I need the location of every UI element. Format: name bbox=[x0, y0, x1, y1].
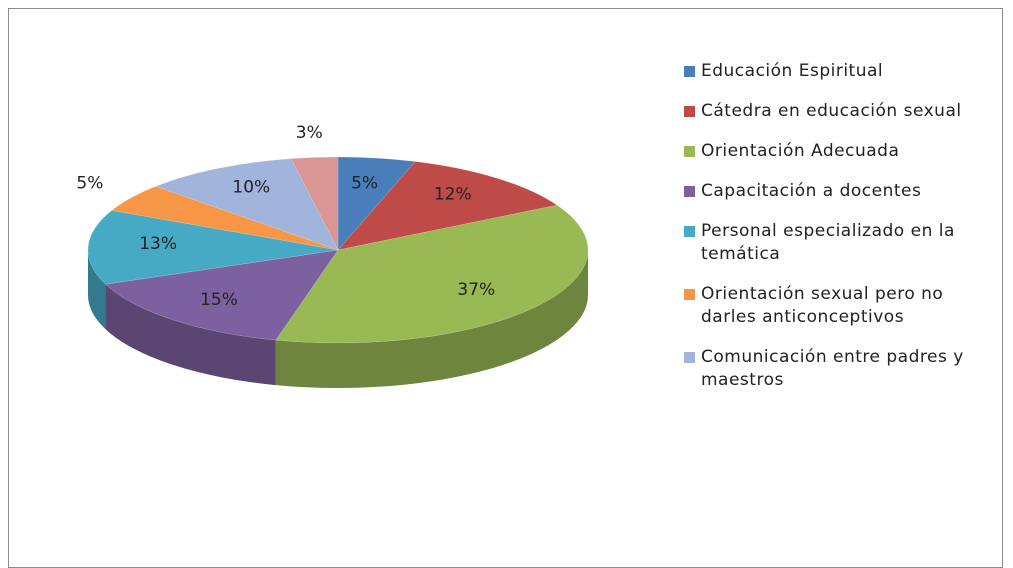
legend-label: Orientación Adecuada bbox=[701, 141, 900, 161]
data-label: 37% bbox=[457, 280, 495, 300]
data-label: 5% bbox=[351, 174, 378, 194]
page: {"chart_data": {"type": "pie", "categori… bbox=[8, 8, 1004, 568]
legend-label: Orientación sexual pero no darles antico… bbox=[701, 284, 944, 327]
data-label: 15% bbox=[200, 290, 238, 310]
slice bbox=[87, 210, 339, 285]
data-label: 10% bbox=[232, 177, 270, 197]
legend-item: Capacitación a docentes bbox=[684, 180, 1004, 203]
legend-item: Orientación Adecuada bbox=[684, 140, 1004, 163]
legend-item: Orientación sexual pero no darles antico… bbox=[684, 283, 1004, 329]
slice bbox=[105, 249, 339, 341]
legend-item: Personal especializado en la temática bbox=[684, 220, 1004, 266]
legend-label: Capacitación a docentes bbox=[701, 181, 922, 201]
slice bbox=[111, 186, 339, 251]
data-label: 12% bbox=[434, 184, 472, 204]
legend-label: Educación Espiritual bbox=[701, 61, 884, 81]
legend-swatch bbox=[684, 186, 695, 197]
slice-side bbox=[275, 250, 588, 389]
legend-item: Cátedra en educación sexual bbox=[684, 100, 1004, 123]
slice bbox=[275, 204, 589, 344]
legend-swatch bbox=[684, 66, 695, 77]
legend: Educación Espiritual Cátedra en educación… bbox=[684, 60, 1004, 392]
legend-swatch bbox=[684, 106, 695, 117]
legend-swatch bbox=[684, 289, 695, 300]
data-label: 13% bbox=[139, 234, 177, 254]
legend-label: Cátedra en educación sexual bbox=[701, 101, 962, 121]
legend-label: Comunicación entre padres y maestros bbox=[701, 347, 964, 390]
slice bbox=[337, 161, 558, 251]
slice-side bbox=[88, 250, 106, 330]
legend-swatch bbox=[684, 226, 695, 237]
legend-label: Personal especializado en la temática bbox=[701, 221, 955, 264]
legend-item: Comunicación entre padres y maestros bbox=[684, 346, 1004, 392]
legend-swatch bbox=[684, 352, 695, 363]
pie-chart: 5% 12% 37% 15% 13% 5% 10% 3% bbox=[76, 123, 589, 389]
data-label: 5% bbox=[76, 173, 103, 193]
legend-item: Educación Espiritual bbox=[684, 60, 1004, 83]
slice bbox=[155, 158, 339, 251]
slice-side bbox=[105, 284, 276, 386]
slice bbox=[290, 156, 339, 251]
legend-swatch bbox=[684, 146, 695, 157]
slice bbox=[337, 156, 416, 251]
data-label: 3% bbox=[296, 123, 323, 143]
